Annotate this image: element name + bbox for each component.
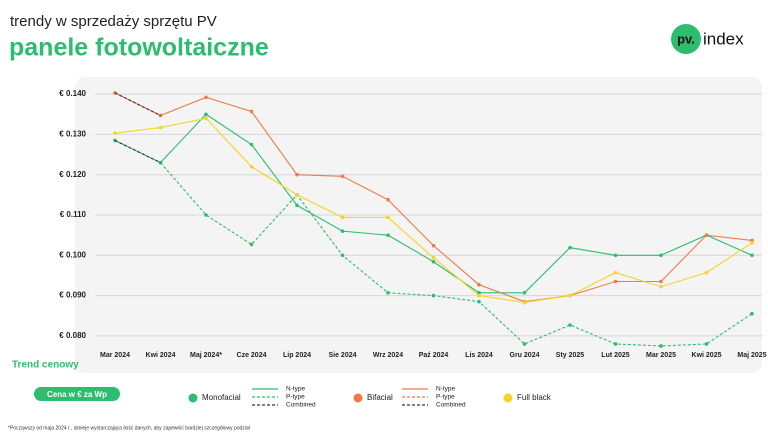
x-tick-label: Mar 2024 bbox=[100, 352, 130, 359]
y-tick-label: € 0.100 bbox=[59, 250, 86, 259]
x-tick-label: Cze 2024 bbox=[236, 352, 267, 359]
legend-series-label: N-type bbox=[286, 386, 306, 393]
y-tick-label: € 0.110 bbox=[60, 210, 87, 219]
series-point bbox=[704, 233, 709, 237]
x-tick-label: Kwi 2025 bbox=[691, 352, 722, 359]
series-point bbox=[204, 116, 208, 121]
title: trendy w sprzedaży sprzętu PV bbox=[10, 13, 217, 30]
x-tick-label: Sty 2025 bbox=[555, 352, 585, 359]
series-point bbox=[249, 242, 254, 247]
series-point bbox=[659, 284, 663, 289]
x-tick-label: Lut 2025 bbox=[601, 352, 630, 359]
x-tick-label: Mar 2025 bbox=[646, 352, 676, 359]
footnote: *Począwszy od maja 2024 r., istnieje wys… bbox=[8, 425, 251, 431]
unit-badge bbox=[34, 387, 120, 401]
series-line bbox=[114, 92, 161, 116]
series-point bbox=[568, 293, 572, 298]
series-point bbox=[750, 241, 754, 245]
series-point bbox=[431, 243, 436, 248]
logo-badge: pv. bbox=[677, 31, 695, 46]
legend-group-label: Bifacial bbox=[367, 393, 393, 402]
series-point bbox=[386, 197, 390, 202]
x-tick-label: Wrz 2024 bbox=[372, 352, 404, 359]
series-point bbox=[295, 172, 299, 177]
x-tick-label: Gru 2024 bbox=[509, 352, 540, 359]
series-point bbox=[340, 253, 345, 258]
series-point bbox=[613, 253, 618, 258]
series-point bbox=[522, 342, 527, 346]
x-tick-label: Lip 2024 bbox=[282, 352, 311, 359]
series-line bbox=[160, 162, 753, 347]
y-tick-label: € 0.140 bbox=[59, 89, 86, 98]
series-point bbox=[477, 293, 481, 298]
series-point bbox=[340, 229, 345, 233]
x-tick-label: Maj 2025 bbox=[737, 352, 767, 359]
series-point bbox=[386, 290, 390, 295]
series-point bbox=[477, 282, 481, 287]
series-line bbox=[114, 139, 161, 164]
legend-series-label: N-type bbox=[436, 386, 456, 393]
legend-marker bbox=[353, 393, 363, 403]
series-point bbox=[750, 311, 754, 316]
series-point bbox=[431, 293, 436, 298]
series-point bbox=[659, 279, 663, 284]
x-tick-label: Sie 2024 bbox=[328, 352, 357, 359]
y-tick-label: € 0.120 bbox=[59, 170, 86, 179]
series-point bbox=[386, 233, 390, 237]
series-point bbox=[204, 95, 208, 100]
series-point bbox=[522, 300, 527, 305]
x-tick-label: Kwi 2024 bbox=[145, 352, 176, 359]
series-point bbox=[704, 342, 709, 346]
axis-label: Trend cenowy bbox=[12, 360, 79, 371]
series-point bbox=[613, 279, 618, 284]
series-point bbox=[249, 109, 254, 114]
series-point bbox=[704, 270, 709, 275]
series-point bbox=[613, 270, 618, 275]
legend-series-label: P-type bbox=[436, 394, 455, 401]
x-tick-label: Lis 2024 bbox=[465, 352, 493, 359]
series-point bbox=[568, 323, 572, 327]
series-point bbox=[477, 290, 481, 295]
series-point bbox=[295, 203, 299, 208]
legend-series-label: Combined bbox=[436, 402, 466, 409]
y-tick-label: € 0.130 bbox=[59, 130, 86, 139]
legend-marker bbox=[188, 393, 198, 403]
series-point bbox=[249, 142, 254, 147]
y-tick-label: € 0.080 bbox=[59, 331, 86, 340]
series-point bbox=[431, 259, 436, 264]
series-point bbox=[113, 91, 117, 95]
subtitle: panele fotowoltaiczne bbox=[9, 34, 269, 62]
series-point bbox=[386, 215, 390, 220]
logo-circle bbox=[671, 24, 701, 54]
legend-series-label: P-type bbox=[286, 394, 305, 401]
logo-text: index bbox=[703, 29, 744, 48]
series-point bbox=[340, 174, 345, 179]
series-point bbox=[659, 253, 663, 258]
series-point bbox=[659, 344, 663, 348]
x-tick-label: Maj 2024* bbox=[190, 352, 222, 359]
series-point bbox=[613, 342, 618, 346]
plot-background bbox=[75, 77, 762, 373]
series-point bbox=[204, 112, 208, 117]
x-tick-label: Paź 2024 bbox=[418, 352, 449, 359]
series-point bbox=[249, 164, 254, 169]
series-point bbox=[750, 253, 754, 258]
series-point bbox=[340, 215, 345, 220]
legend-marker bbox=[503, 393, 513, 403]
series-point bbox=[295, 193, 299, 197]
series-point bbox=[477, 299, 481, 304]
series-point bbox=[568, 245, 572, 250]
series-point bbox=[158, 125, 163, 130]
legend-series-label: Combined bbox=[286, 402, 316, 409]
unit-badge-text: Cena w € za Wp bbox=[47, 390, 107, 399]
series-point bbox=[113, 131, 117, 136]
series-point bbox=[522, 290, 527, 295]
y-tick-label: € 0.090 bbox=[59, 291, 86, 300]
series-point bbox=[204, 213, 208, 217]
series-point bbox=[431, 255, 436, 260]
legend-group-label: Full black bbox=[517, 393, 552, 402]
legend-group-label: Monofacial bbox=[202, 393, 241, 402]
